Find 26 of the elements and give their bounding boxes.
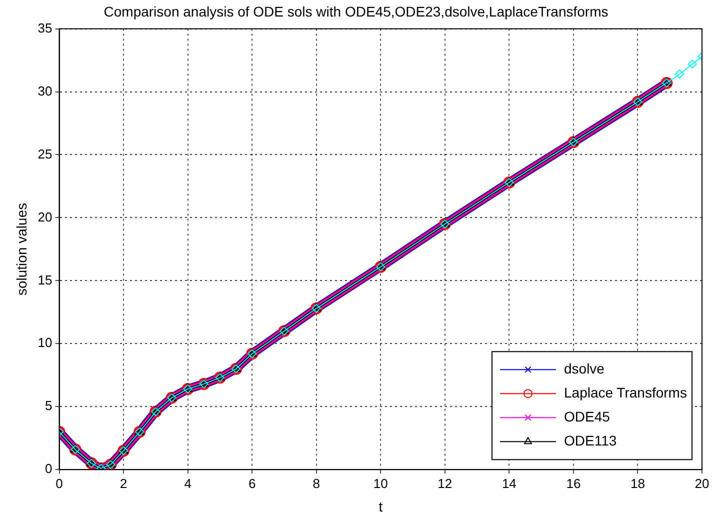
x-axis-title: t xyxy=(378,498,383,514)
legend-label: ODE45 xyxy=(564,408,610,424)
x-tick-label: 8 xyxy=(312,476,320,491)
chart-title: Comparison analysis of ODE sols with ODE45,ODE23,dsolve,LaplaceTransforms xyxy=(104,3,608,20)
x-tick-label: 16 xyxy=(566,476,581,491)
y-axis-title: solution values xyxy=(13,202,30,296)
x-tick-label: 18 xyxy=(630,476,645,491)
x-tick-label: 6 xyxy=(248,476,256,491)
legend-label: Laplace Transforms xyxy=(564,384,687,400)
y-tick-label: 30 xyxy=(38,83,52,98)
y-tick-label: 20 xyxy=(38,209,52,224)
y-tick-label: 10 xyxy=(38,335,52,350)
y-tick-label: 5 xyxy=(45,398,52,414)
y-tick-label: 25 xyxy=(38,146,52,162)
x-tick-label: 20 xyxy=(694,476,710,491)
x-tick-label: 10 xyxy=(373,476,388,491)
x-tick-label: 4 xyxy=(184,476,192,491)
x-tick-label: 12 xyxy=(438,476,452,491)
y-tick-label: 0 xyxy=(45,461,52,476)
y-tick-label: 35 xyxy=(38,20,52,36)
x-tick-label: 14 xyxy=(502,476,516,491)
y-tick-label: 15 xyxy=(38,272,52,288)
x-tick-label: 2 xyxy=(120,476,128,491)
x-tick-label: 0 xyxy=(56,476,63,491)
legend-label: dsolve xyxy=(564,360,605,376)
legend-label: ODE113 xyxy=(564,432,617,448)
